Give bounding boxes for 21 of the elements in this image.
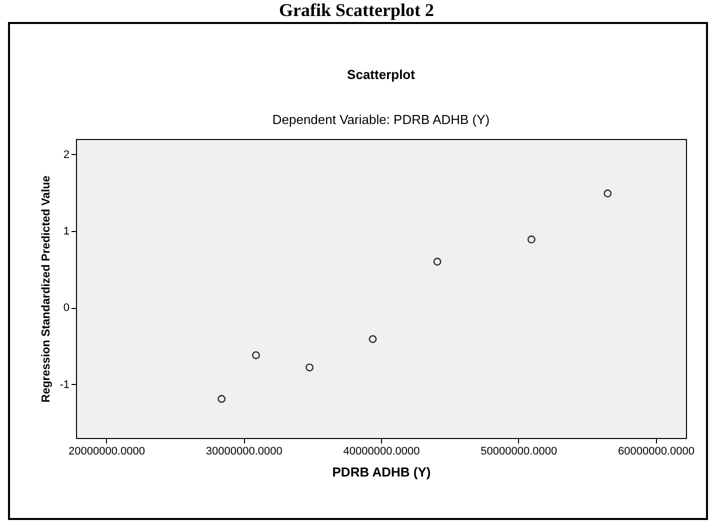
y-axis-title: Regression Standardized Predicted Value	[40, 176, 53, 402]
point	[433, 258, 442, 266]
y-tick-label: 0	[63, 302, 70, 314]
x-tick-label: 20000000.0000	[68, 446, 145, 458]
chart-subtitle: Dependent Variable: PDRB ADHB (Y)	[272, 112, 490, 127]
point	[218, 394, 226, 403]
y-tick-label: -1	[60, 378, 70, 391]
x-axis-title: PDRB ADHB (Y)	[332, 464, 431, 480]
y-tick-label: 2	[63, 148, 70, 161]
point	[306, 363, 314, 372]
x-tick-label: 30000000.0000	[206, 446, 282, 458]
point	[527, 235, 536, 244]
y-tick-label: 1	[63, 226, 70, 238]
chart-title: Scatterplot	[347, 67, 416, 82]
point	[252, 351, 260, 360]
point	[604, 189, 612, 198]
point	[368, 335, 377, 344]
x-tick-label: 50000000.0000	[480, 446, 558, 458]
text: Grafik Scatterplot 2	[278, 0, 435, 22]
x-tick-label: 40000000.0000	[343, 446, 420, 458]
x-tick-label: 60000000.0000	[618, 446, 695, 458]
